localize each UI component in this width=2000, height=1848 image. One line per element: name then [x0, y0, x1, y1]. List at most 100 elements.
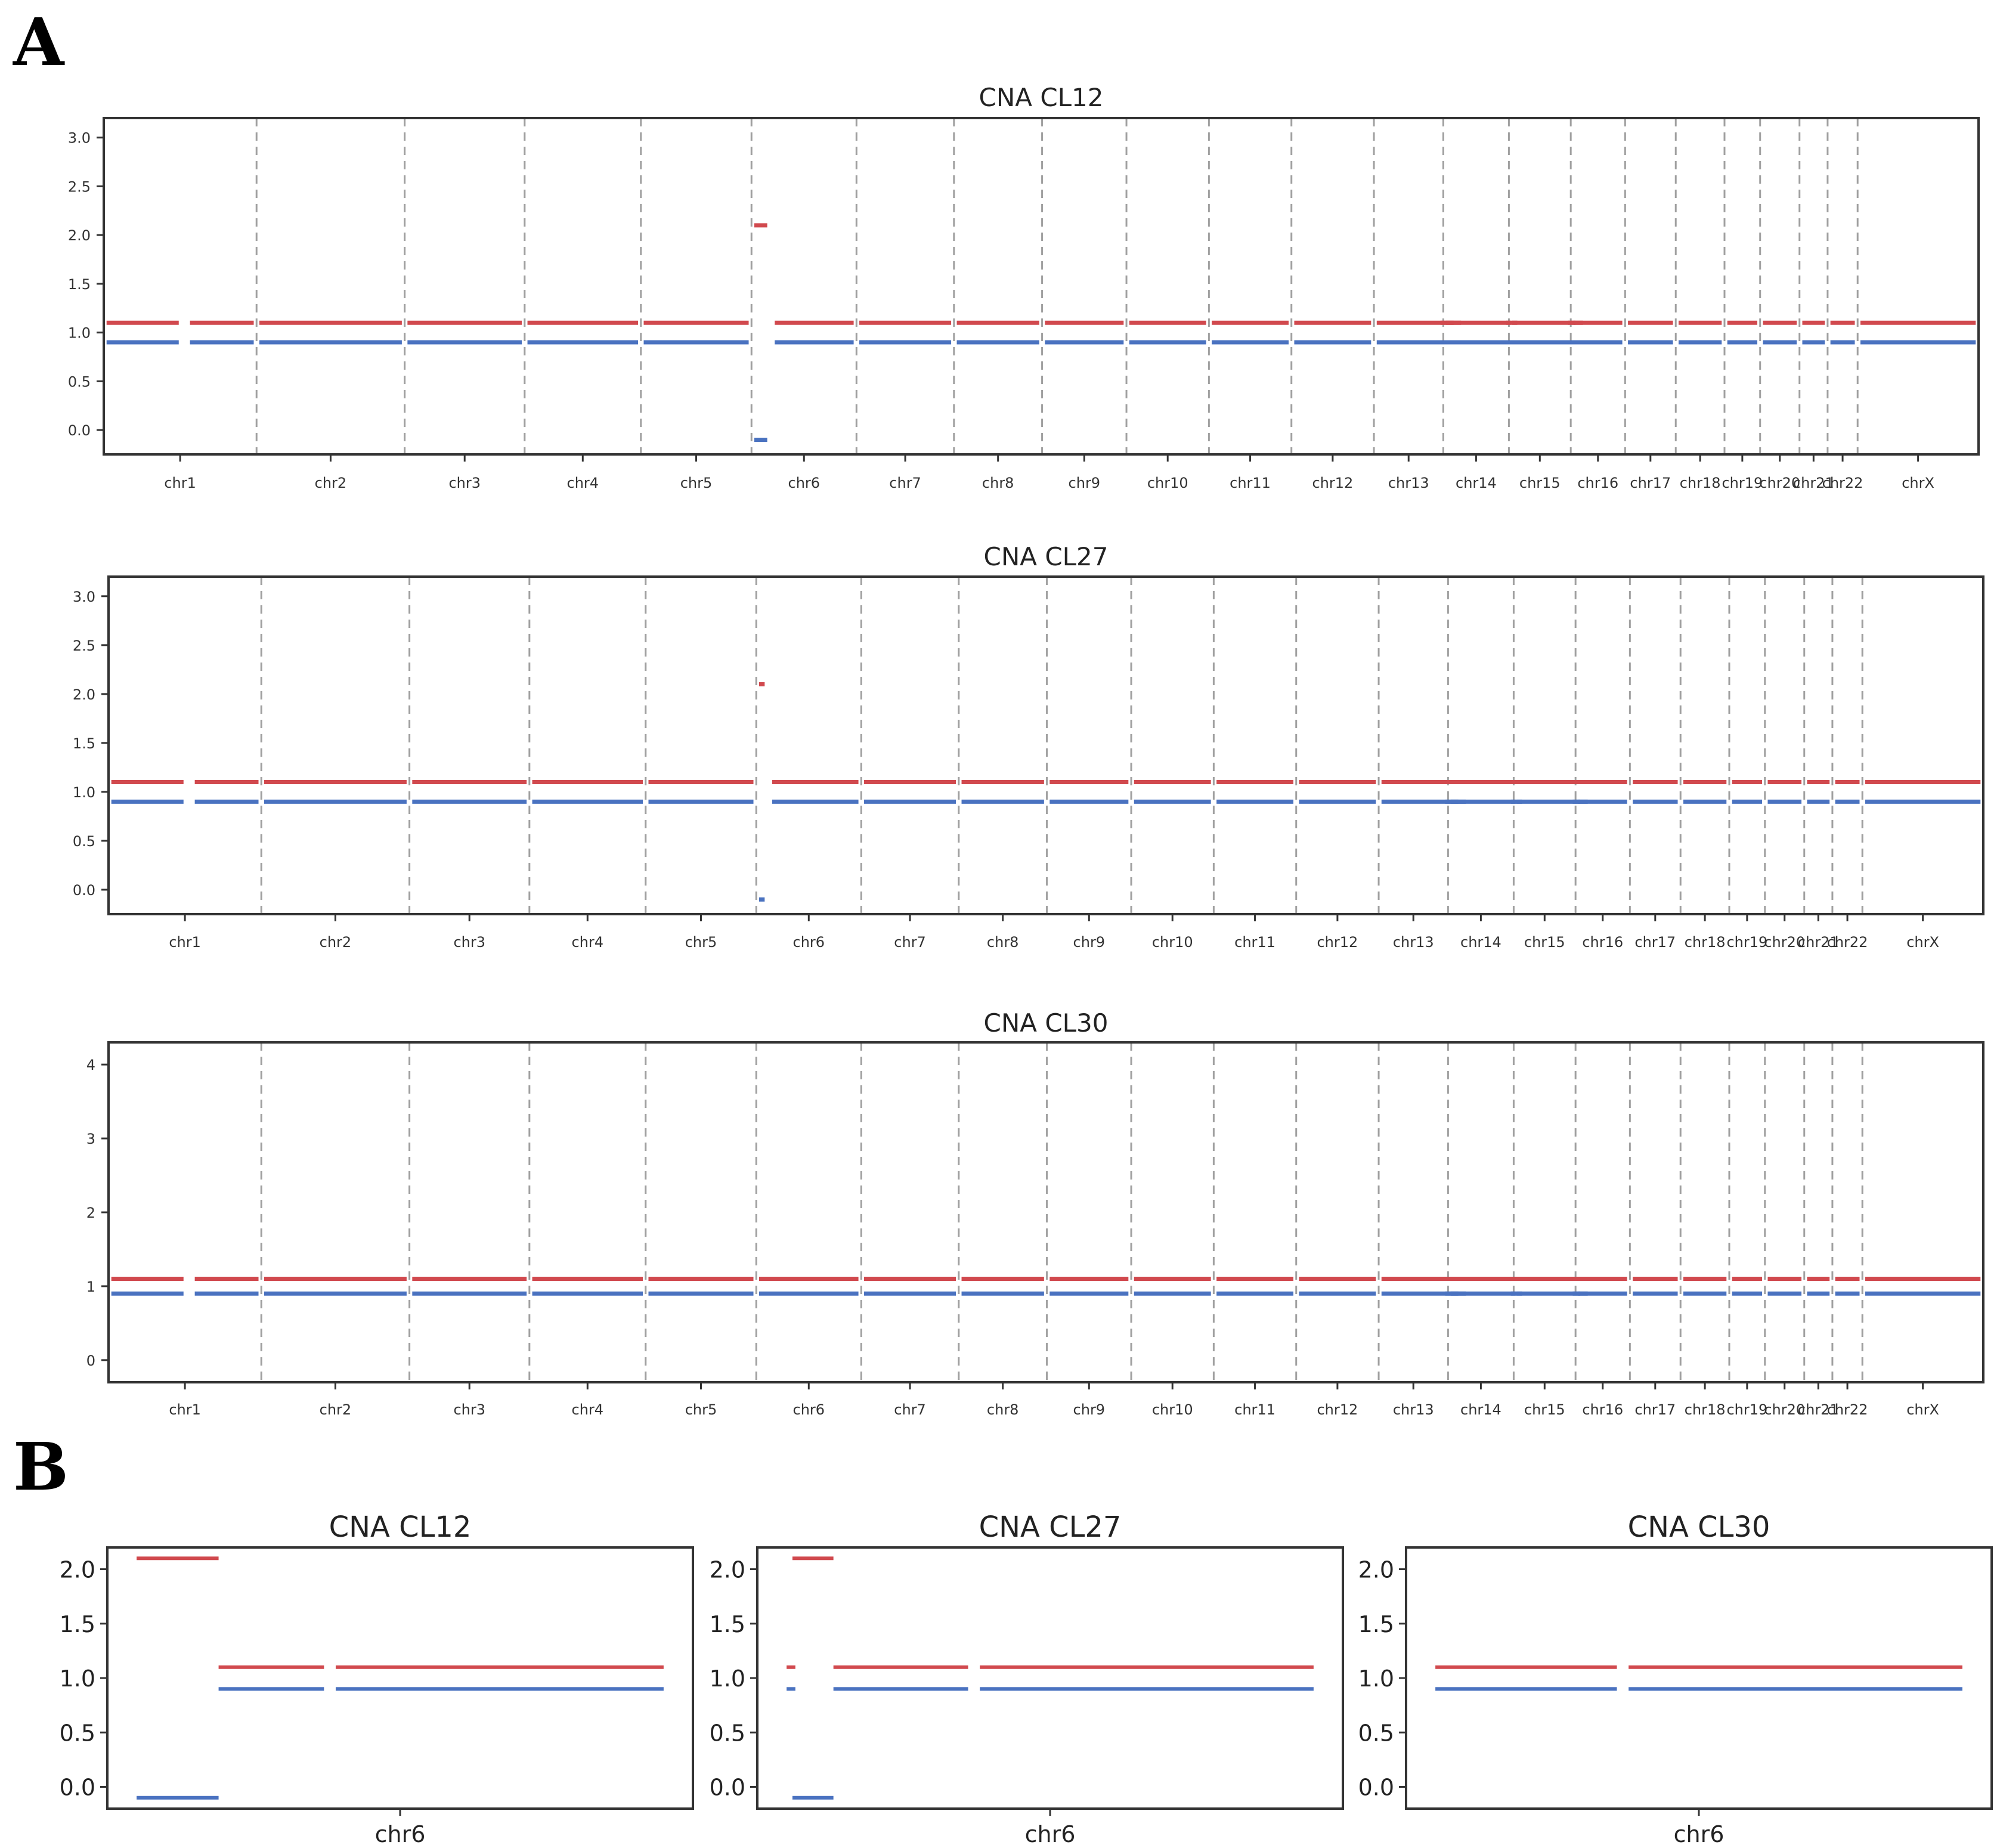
- x-tick-label: chr5: [680, 475, 713, 491]
- x-tick-label: chr3: [453, 1401, 485, 1418]
- y-tick-label: 0.0: [73, 882, 95, 899]
- x-tick-label: chr21: [1798, 934, 1839, 951]
- plot-frame: [107, 1041, 1984, 1383]
- y-tick-label: 1.0: [60, 1666, 95, 1692]
- x-tick-label: chr11: [1234, 1401, 1275, 1418]
- x-tick-label: chr3: [448, 475, 481, 491]
- x-tick-label: chr15: [1519, 475, 1561, 491]
- x-tick-label: chr1: [164, 475, 196, 491]
- x-tick-label: chr6: [788, 475, 821, 491]
- panel-label-b: B: [13, 1428, 69, 1505]
- x-tick-label: chr22: [1822, 475, 1863, 491]
- x-tick-label: chr10: [1152, 1401, 1193, 1418]
- x-tick-label: chr2: [320, 934, 352, 951]
- plot-frame: [756, 1546, 1344, 1810]
- y-tick-label: 1.5: [68, 276, 91, 293]
- x-tick-label: chr9: [1069, 475, 1101, 491]
- x-tick-label: chr18: [1685, 1401, 1726, 1418]
- x-tick-label: chr17: [1634, 1401, 1676, 1418]
- y-tick-label: 0: [86, 1352, 95, 1369]
- y-tick-label: 2.5: [68, 178, 91, 195]
- x-tick-label: chr8: [987, 934, 1019, 951]
- x-tick-label: chr18: [1685, 934, 1726, 951]
- plot-frame: [107, 575, 1984, 915]
- x-tick-label: chr16: [1577, 475, 1618, 491]
- chart-title: CNA CL30: [1628, 1510, 1770, 1544]
- y-tick-label: 1.0: [710, 1666, 745, 1692]
- x-tick-label: chrX: [1902, 475, 1934, 491]
- y-tick-label: 0.0: [60, 1775, 95, 1801]
- y-tick-label: 0.5: [710, 1720, 745, 1746]
- y-tick-label: 0.5: [73, 833, 95, 850]
- x-tick-label: chr19: [1726, 1401, 1767, 1418]
- y-tick-label: 1.0: [68, 325, 91, 342]
- y-tick-label: 0.0: [1358, 1775, 1394, 1801]
- x-tick-label: chr13: [1393, 934, 1434, 951]
- x-tick-label: chr10: [1152, 934, 1193, 951]
- x-tick-label: chr6: [1674, 1821, 1725, 1847]
- x-tick-label: chr7: [894, 1401, 926, 1418]
- x-tick-label: chr17: [1630, 475, 1671, 491]
- x-tick-label: chr15: [1524, 1401, 1565, 1418]
- x-tick-label: chr16: [1582, 934, 1623, 951]
- x-tick-label: chr2: [315, 475, 347, 491]
- x-tick-label: chr6: [375, 1821, 426, 1847]
- x-tick-label: chr4: [572, 934, 604, 951]
- x-tick-label: chr13: [1388, 475, 1429, 491]
- y-tick-label: 3.0: [68, 130, 91, 147]
- x-tick-label: chr8: [982, 475, 1014, 491]
- x-tick-label: chr11: [1230, 475, 1271, 491]
- x-tick-label: chr17: [1634, 934, 1676, 951]
- y-tick-label: 0.5: [60, 1720, 95, 1746]
- x-tick-label: chr21: [1793, 475, 1834, 491]
- x-tick-label: chr19: [1726, 934, 1767, 951]
- y-tick-label: 3: [86, 1131, 95, 1147]
- y-tick-label: 1.5: [710, 1611, 745, 1637]
- plot-frame: [106, 1546, 694, 1810]
- y-tick-label: 1.5: [1358, 1611, 1394, 1637]
- y-tick-label: 1.0: [73, 784, 95, 801]
- x-tick-label: chr1: [169, 1401, 201, 1418]
- x-tick-label: chr22: [1827, 1401, 1868, 1418]
- x-tick-label: chr15: [1524, 934, 1565, 951]
- y-tick-label: 2.0: [60, 1557, 95, 1583]
- x-tick-label: chr5: [685, 934, 717, 951]
- x-tick-label: chr8: [987, 1401, 1019, 1418]
- x-tick-label: chr6: [1025, 1821, 1076, 1847]
- y-tick-label: 1.5: [60, 1611, 95, 1637]
- y-tick-label: 0.5: [68, 373, 91, 390]
- y-tick-label: 2.5: [73, 637, 95, 654]
- x-tick-label: chr7: [889, 475, 921, 491]
- x-tick-label: chr3: [453, 934, 485, 951]
- y-tick-label: 0.5: [1358, 1720, 1394, 1746]
- x-tick-label: chr11: [1234, 934, 1275, 951]
- x-tick-label: chr14: [1460, 1401, 1501, 1418]
- y-tick-label: 1.5: [73, 735, 95, 752]
- x-tick-label: chr6: [793, 934, 825, 951]
- panel-label-a: A: [13, 4, 64, 81]
- y-tick-label: 0.0: [68, 422, 91, 439]
- y-tick-label: 4: [86, 1057, 95, 1073]
- x-tick-label: chr9: [1073, 1401, 1106, 1418]
- chart-title: CNA CL27: [979, 1510, 1122, 1544]
- y-tick-label: 3.0: [73, 589, 95, 605]
- x-tick-label: chr19: [1722, 475, 1763, 491]
- x-tick-label: chr20: [1759, 475, 1800, 491]
- chart-title: CNA CL12: [979, 83, 1104, 112]
- x-tick-label: chrX: [1906, 934, 1939, 951]
- y-tick-label: 2: [86, 1205, 95, 1221]
- x-tick-label: chr21: [1798, 1401, 1839, 1418]
- x-tick-label: chr2: [320, 1401, 352, 1418]
- x-tick-label: chr14: [1456, 475, 1497, 491]
- x-tick-label: chr14: [1460, 934, 1501, 951]
- x-tick-label: chr6: [793, 1401, 825, 1418]
- chart-title: CNA CL12: [329, 1510, 472, 1544]
- x-tick-label: chr12: [1317, 1401, 1358, 1418]
- x-tick-label: chr7: [894, 934, 926, 951]
- x-tick-label: chr13: [1393, 1401, 1434, 1418]
- plot-frame: [1405, 1546, 1993, 1810]
- x-tick-label: chr20: [1764, 934, 1805, 951]
- x-tick-label: chr4: [572, 1401, 604, 1418]
- x-tick-label: chr16: [1582, 1401, 1623, 1418]
